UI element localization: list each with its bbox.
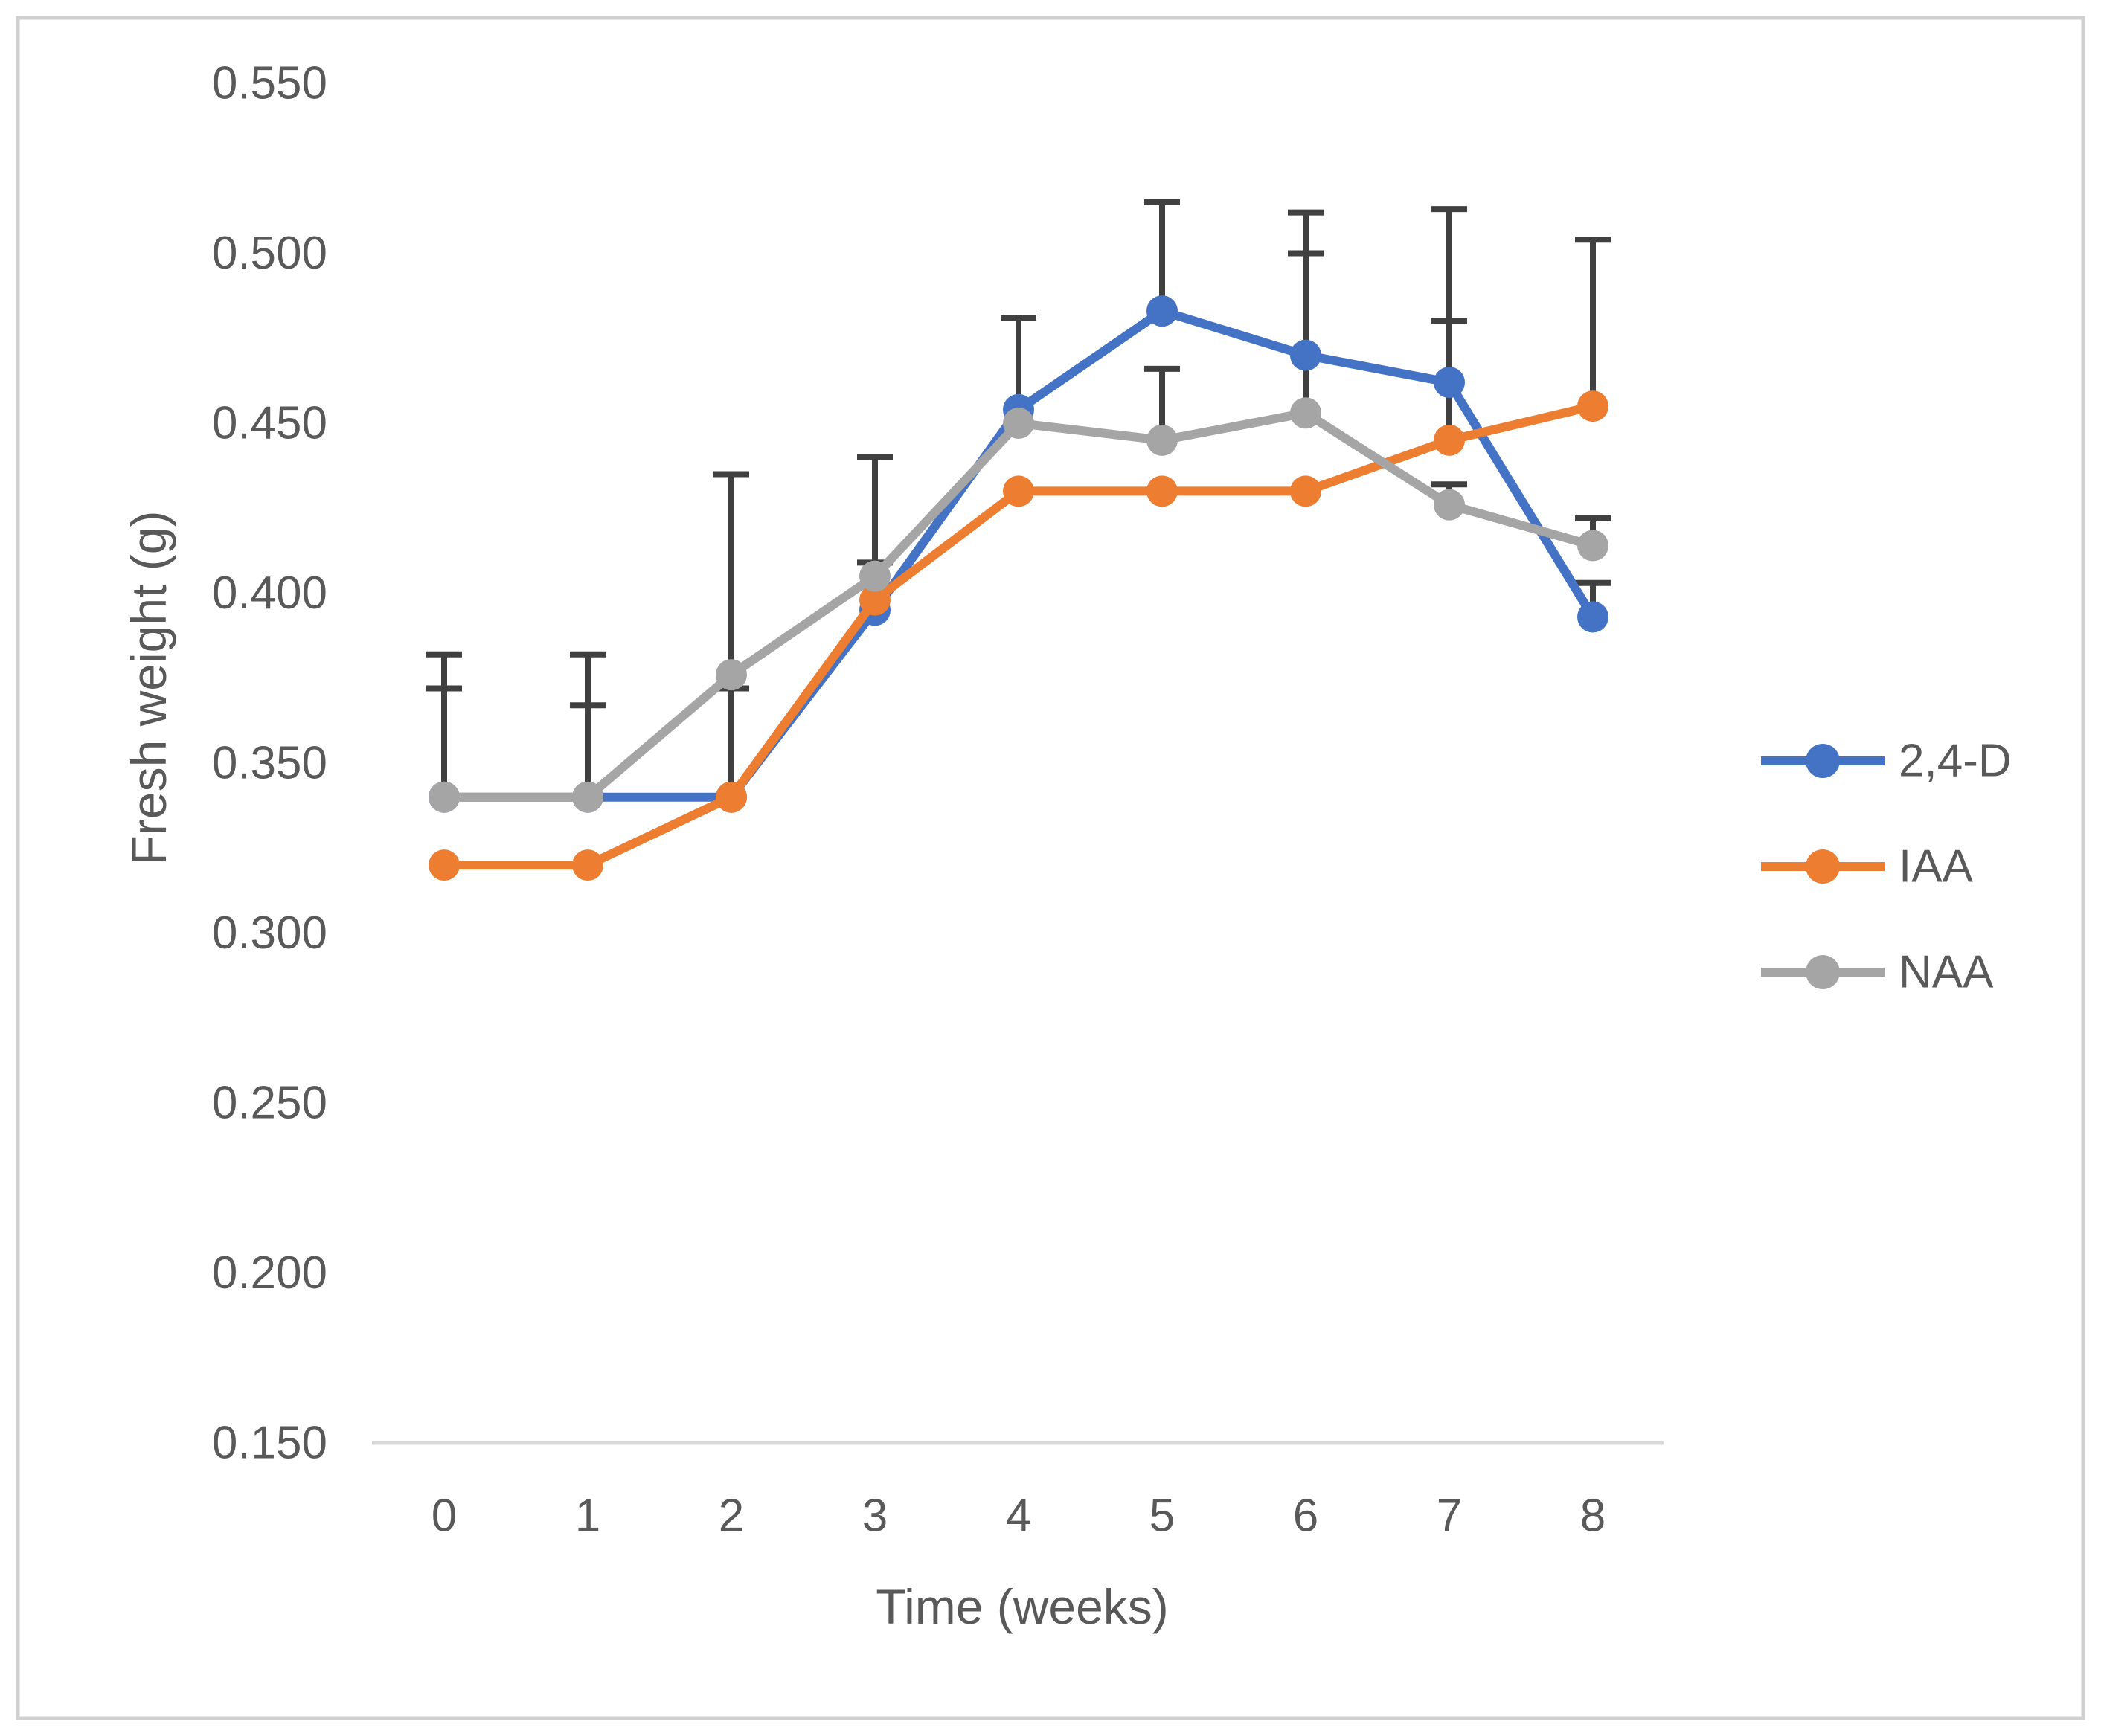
data-point-iaa <box>572 849 603 881</box>
x-tick-label: 1 <box>575 1491 600 1542</box>
legend-marker-naa <box>1806 955 1840 989</box>
x-tick-label: 7 <box>1437 1491 1462 1542</box>
data-point-iaa <box>1146 475 1178 507</box>
y-tick-label: 0.400 <box>212 568 327 619</box>
series-line-naa <box>444 408 1594 802</box>
chart-border <box>16 16 2085 1720</box>
legend-label-iaa: IAA <box>1899 841 1974 893</box>
data-point-2-4-d <box>1290 339 1321 371</box>
data-point-iaa <box>716 781 747 813</box>
x-tick-label: 4 <box>1006 1491 1031 1542</box>
data-point-2-4-d <box>1434 367 1465 399</box>
x-tick-label: 0 <box>432 1491 457 1542</box>
y-tick-label: 0.350 <box>212 738 327 789</box>
data-point-2-4-d <box>1577 601 1608 633</box>
data-point-naa <box>1577 530 1608 562</box>
legend-marker-2-4-d <box>1806 744 1840 778</box>
y-tick-label: 0.450 <box>212 398 327 449</box>
legend-item-2-4-d: 2,4-D <box>1761 736 2012 787</box>
series-layer <box>429 295 1608 881</box>
x-tick-label: 2 <box>719 1491 744 1542</box>
data-point-naa <box>1003 408 1034 439</box>
axes-layer: 0.150 0.200 0.250 0.300 0.350 0.400 0.450 0.500… <box>212 58 1664 1542</box>
y-tick-label: 0.150 <box>212 1418 327 1469</box>
data-point-naa <box>429 781 460 813</box>
legend-marker-iaa <box>1806 849 1840 884</box>
legend: 2,4-D IAA NAA <box>1761 736 2012 998</box>
data-point-naa <box>716 659 747 691</box>
y-tick-label: 0.200 <box>212 1247 327 1299</box>
data-point-iaa <box>429 849 460 881</box>
y-axis-title: Fresh weight (g) <box>121 511 176 866</box>
data-point-iaa <box>859 584 891 616</box>
y-tick-label: 0.250 <box>212 1078 327 1129</box>
data-point-iaa <box>1003 475 1034 507</box>
x-tick-label: 6 <box>1293 1491 1318 1542</box>
x-tick-label: 3 <box>862 1491 888 1542</box>
y-tick-label: 0.300 <box>212 907 327 959</box>
y-tick-label: 0.550 <box>212 58 327 109</box>
legend-label-naa: NAA <box>1899 947 1994 998</box>
data-point-iaa <box>1290 475 1321 507</box>
data-point-naa <box>1434 489 1465 521</box>
data-point-naa <box>1290 397 1321 429</box>
data-point-iaa <box>1434 424 1465 456</box>
x-tick-label: 8 <box>1580 1491 1606 1542</box>
data-point-2-4-d <box>1146 295 1178 327</box>
x-axis-title: Time (weeks) <box>876 1579 1169 1634</box>
x-tick-label: 5 <box>1149 1491 1175 1542</box>
y-tick-label: 0.500 <box>212 228 327 279</box>
data-point-naa <box>1146 424 1178 456</box>
data-point-iaa <box>1577 390 1608 422</box>
legend-item-naa: NAA <box>1761 947 1994 998</box>
legend-item-iaa: IAA <box>1761 841 1974 893</box>
legend-label-2-4-d: 2,4-D <box>1899 736 2012 787</box>
data-point-naa <box>859 560 891 592</box>
data-point-naa <box>572 781 603 813</box>
